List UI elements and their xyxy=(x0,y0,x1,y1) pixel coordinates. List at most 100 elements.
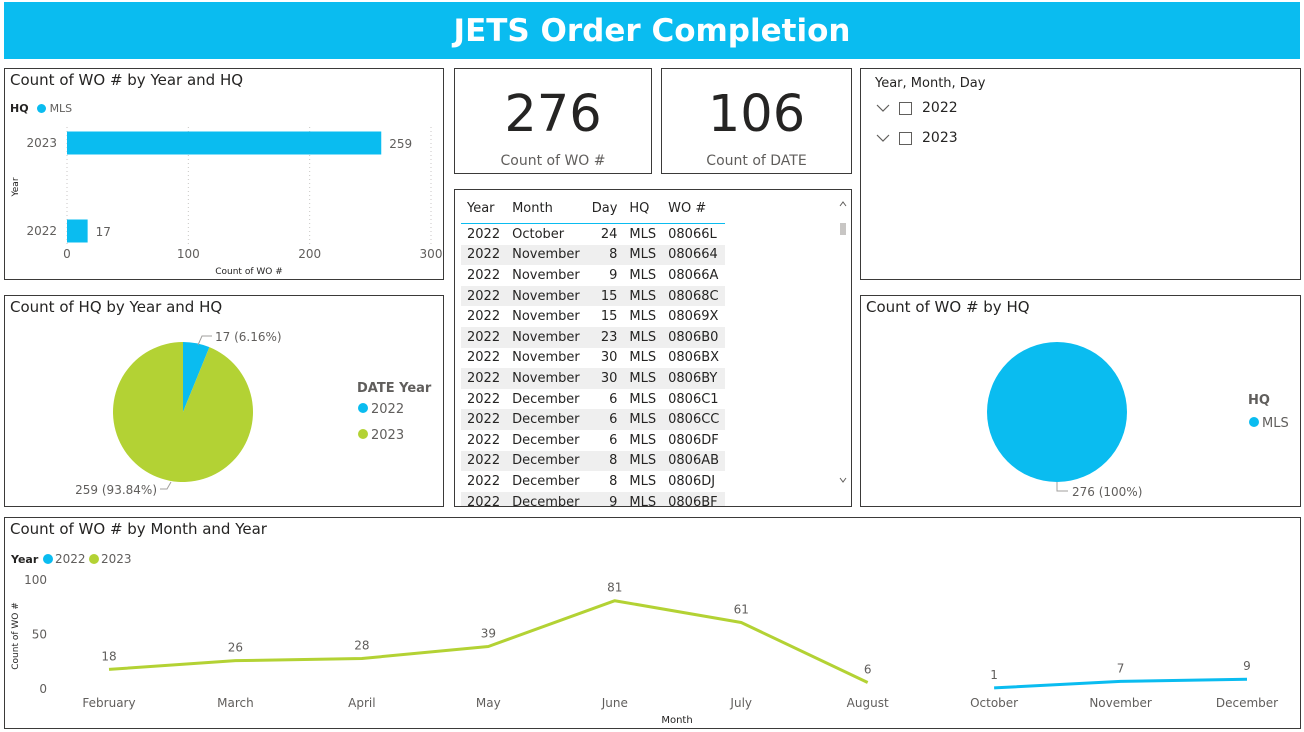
slicer-item-2023[interactable]: 2023 xyxy=(875,130,958,146)
table-cell: MLS xyxy=(623,368,663,389)
table-cell: 15 xyxy=(600,309,618,325)
line-xtick-label: August xyxy=(847,696,889,710)
table-cell: MLS xyxy=(629,391,657,407)
legend-dot-icon xyxy=(89,554,99,564)
slicer-item-label: 2023 xyxy=(922,130,958,146)
pie-hq-data-label: 276 (100%) xyxy=(1072,485,1142,499)
line-xtick-label: February xyxy=(82,696,135,710)
line-xlabel: Month xyxy=(661,715,692,726)
chevron-down-icon[interactable] xyxy=(875,130,891,146)
table-row[interactable]: 2022 November 15 MLS 08068C xyxy=(461,285,726,307)
card-count-date-label: Count of DATE xyxy=(706,153,807,169)
hbar-bar xyxy=(67,131,382,155)
table-cell: 2022 xyxy=(461,450,507,472)
table-cell: 24 xyxy=(600,226,618,242)
hbar-category-label: 2023 xyxy=(26,136,57,150)
table-cell: MLS xyxy=(629,309,657,325)
hbar-legend-title: HQ xyxy=(10,102,29,115)
pie-year-panel[interactable]: Count of HQ by Year and HQ DATE Year 17 … xyxy=(4,295,444,507)
table-cell: 2022 xyxy=(461,368,507,389)
table-row[interactable]: 2022 November 9 MLS 08066A xyxy=(461,265,725,286)
col-header-wo[interactable]: WO # xyxy=(662,193,726,224)
table-cell: 2022 xyxy=(461,244,507,266)
line-ytick-label: 0 xyxy=(39,682,47,696)
table-cell: 6 xyxy=(609,432,618,448)
line-data-label: 39 xyxy=(481,626,496,640)
table-cell: December xyxy=(512,391,580,407)
pie-year-leader-line xyxy=(197,335,212,346)
col-header-month[interactable]: Month xyxy=(506,193,586,224)
pie-year-legend-item: 2023 xyxy=(371,428,404,443)
checkbox-2023[interactable] xyxy=(899,131,912,145)
table-row[interactable]: 2022 November 15 MLS 08069X xyxy=(461,306,725,327)
line-xtick-label: May xyxy=(476,696,501,710)
table-row[interactable]: 2022 December 6 MLS 0806C1 xyxy=(461,389,725,410)
table-cell: 2022 xyxy=(467,309,501,325)
table-row[interactable]: 2022 December 8 MLS 0806AB xyxy=(461,450,726,472)
line-chart-panel[interactable]: Count of WO # by Month and Year Count of… xyxy=(4,517,1301,729)
card-count-wo[interactable]: 276 Count of WO # xyxy=(454,68,652,174)
checkbox-2022[interactable] xyxy=(899,101,912,115)
line-xtick-label: November xyxy=(1089,696,1151,710)
table-cell: 2022 xyxy=(461,491,507,506)
table-row[interactable]: 2022 December 6 MLS 0806DF xyxy=(461,430,725,451)
col-header-day[interactable]: Day xyxy=(585,193,624,224)
table-cell: MLS xyxy=(629,350,657,366)
line-data-label: 61 xyxy=(734,603,749,617)
legend-dot-icon xyxy=(358,429,368,439)
table-cell: 0806CC xyxy=(662,409,726,430)
table-row[interactable]: 2022 October 24 MLS 08066L xyxy=(461,224,725,245)
pie-hq-legend-title: HQ xyxy=(1248,393,1270,408)
table-row[interactable]: 2022 November 30 MLS 0806BX xyxy=(461,348,725,369)
table-row[interactable]: 2022 December 6 MLS 0806CC xyxy=(461,409,726,430)
hbar-chart-title: Count of WO # by Year and HQ xyxy=(10,71,244,89)
pie-year-slice xyxy=(112,342,253,482)
hbar-chart-panel[interactable]: Count of WO # by Year and HQ HQ MLS Year… xyxy=(4,68,444,280)
table-row[interactable]: 2022 December 8 MLS 0806DJ xyxy=(461,471,725,492)
card-count-date-value: 106 xyxy=(707,85,806,144)
hbar-legend: HQ MLS xyxy=(10,102,72,115)
table-cell: 23 xyxy=(585,326,624,348)
table-scrollbar[interactable] xyxy=(838,198,848,488)
table-cell: December xyxy=(512,432,580,448)
col-header-year[interactable]: Year xyxy=(461,193,507,224)
pie-hq-panel[interactable]: Count of WO # by HQ HQ 276 (100%) MLS xyxy=(860,295,1301,507)
hbar-chart-svg: Year Count of WO # 0 100 200 300 2023 259 2022… xyxy=(11,127,442,277)
table-cell: 0806DJ xyxy=(668,473,716,489)
table-row[interactable]: 2022 November 8 MLS 080664 xyxy=(461,244,726,266)
table-cell: 15 xyxy=(585,285,624,307)
table-cell: 2022 xyxy=(467,473,501,489)
table-cell: 08066L xyxy=(668,226,717,242)
slicer-title: Year, Month, Day xyxy=(875,76,986,91)
table-cell: 0806BX xyxy=(668,350,720,366)
line-ytick-label: 50 xyxy=(32,628,47,642)
line-chart-svg: Count of WO # Month 0 50 100 February March A… xyxy=(10,552,1278,726)
line-data-label: 18 xyxy=(101,649,116,663)
scroll-thumb xyxy=(840,223,846,235)
hbar-ylabel: Year xyxy=(11,177,21,197)
chevron-down-icon[interactable] xyxy=(875,100,891,116)
slicer-item-2022[interactable]: 2022 xyxy=(875,100,958,116)
hbar-legend-item[interactable]: MLS xyxy=(49,102,73,115)
line-ytick-label: 100 xyxy=(24,573,47,587)
hbar-xtick-label: 100 xyxy=(177,247,200,261)
pie-hq-leader-line xyxy=(1056,482,1068,492)
hbar-xtick-label: 200 xyxy=(298,247,321,261)
table-cell: 8 xyxy=(585,244,624,266)
line-xtick-label: March xyxy=(217,696,254,710)
date-slicer[interactable]: Year, Month, Day 2022 2023 xyxy=(860,68,1301,280)
pie-hq-title: Count of WO # by HQ xyxy=(866,298,1030,316)
table-cell: 9 xyxy=(585,491,624,506)
table-row[interactable]: 2022 December 9 MLS 0806BF xyxy=(461,491,726,506)
table-cell: November xyxy=(512,267,580,283)
wo-table-panel[interactable]: Year Month Day HQ WO # 2022 October 24 MLS 0… xyxy=(454,189,852,507)
pie-year-svg: DATE Year 17 (6.16%) 259 (93.84%) 2022 2023 xyxy=(75,330,432,497)
table-cell: 0806DF xyxy=(668,432,719,448)
table-cell: 0806B0 xyxy=(662,326,726,348)
table-row[interactable]: 2022 November 30 MLS 0806BY xyxy=(461,368,726,389)
table-cell: December xyxy=(506,491,586,506)
col-header-hq[interactable]: HQ xyxy=(623,193,663,224)
table-cell: 9 xyxy=(609,267,618,283)
card-count-date[interactable]: 106 Count of DATE xyxy=(661,68,852,174)
table-row[interactable]: 2022 November 23 MLS 0806B0 xyxy=(461,326,726,348)
